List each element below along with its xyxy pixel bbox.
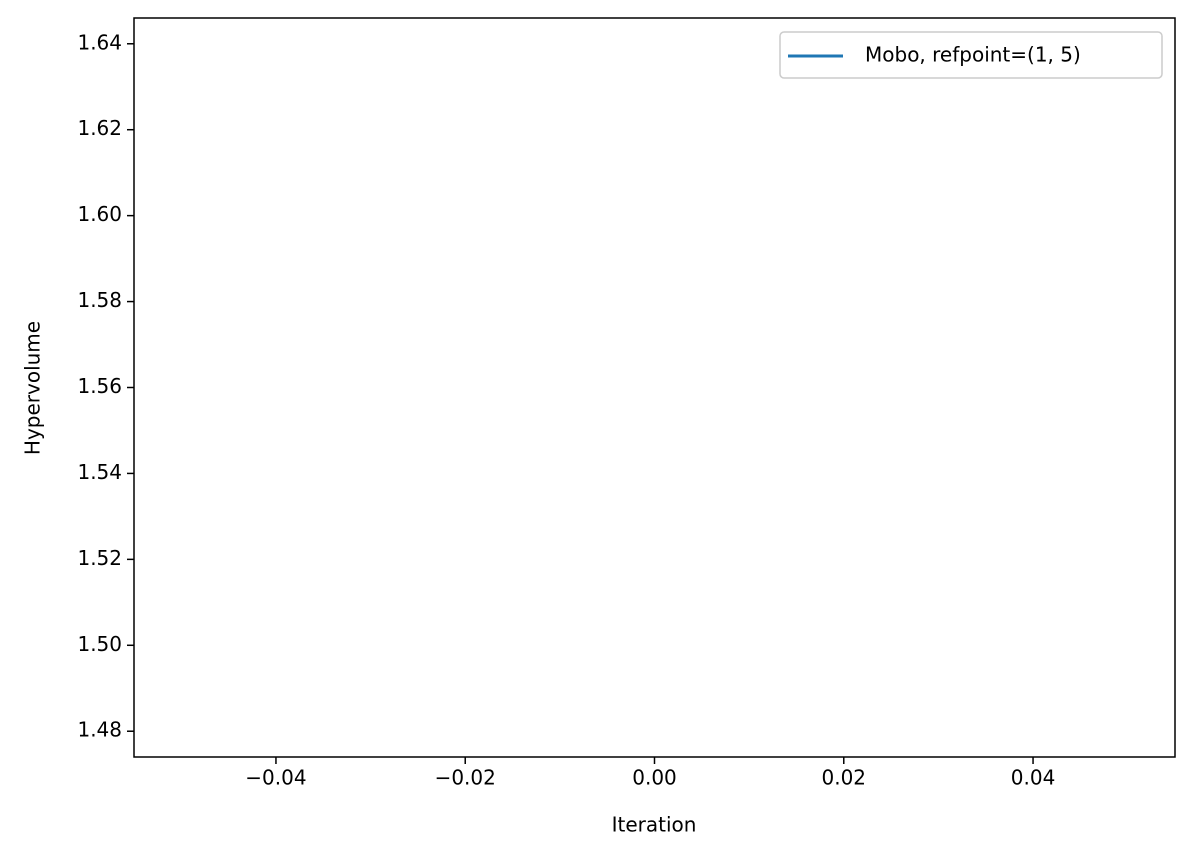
y-axis-label: Hypervolume <box>21 321 45 455</box>
legend-label: Mobo, refpoint=(1, 5) <box>865 43 1081 67</box>
x-tick-label: 0.00 <box>632 766 677 790</box>
x-axis-label: Iteration <box>612 813 697 837</box>
x-tick-label: 0.02 <box>822 766 867 790</box>
y-tick-label: 1.60 <box>77 202 122 226</box>
y-tick-label: 1.50 <box>77 632 122 656</box>
x-tick-label: −0.02 <box>435 766 496 790</box>
y-tick-label: 1.64 <box>77 30 122 54</box>
legend-box <box>779 31 1163 79</box>
x-tick-label: 0.04 <box>1011 766 1056 790</box>
y-tick-label: 1.58 <box>77 288 122 312</box>
plot-frame <box>133 17 1176 758</box>
y-tick-label: 1.56 <box>77 374 122 398</box>
y-tick-label: 1.54 <box>77 460 122 484</box>
y-tick-label: 1.48 <box>77 718 122 742</box>
y-tick-label: 1.52 <box>77 546 122 570</box>
x-tick-label: −0.04 <box>245 766 306 790</box>
y-tick-label: 1.62 <box>77 116 122 140</box>
